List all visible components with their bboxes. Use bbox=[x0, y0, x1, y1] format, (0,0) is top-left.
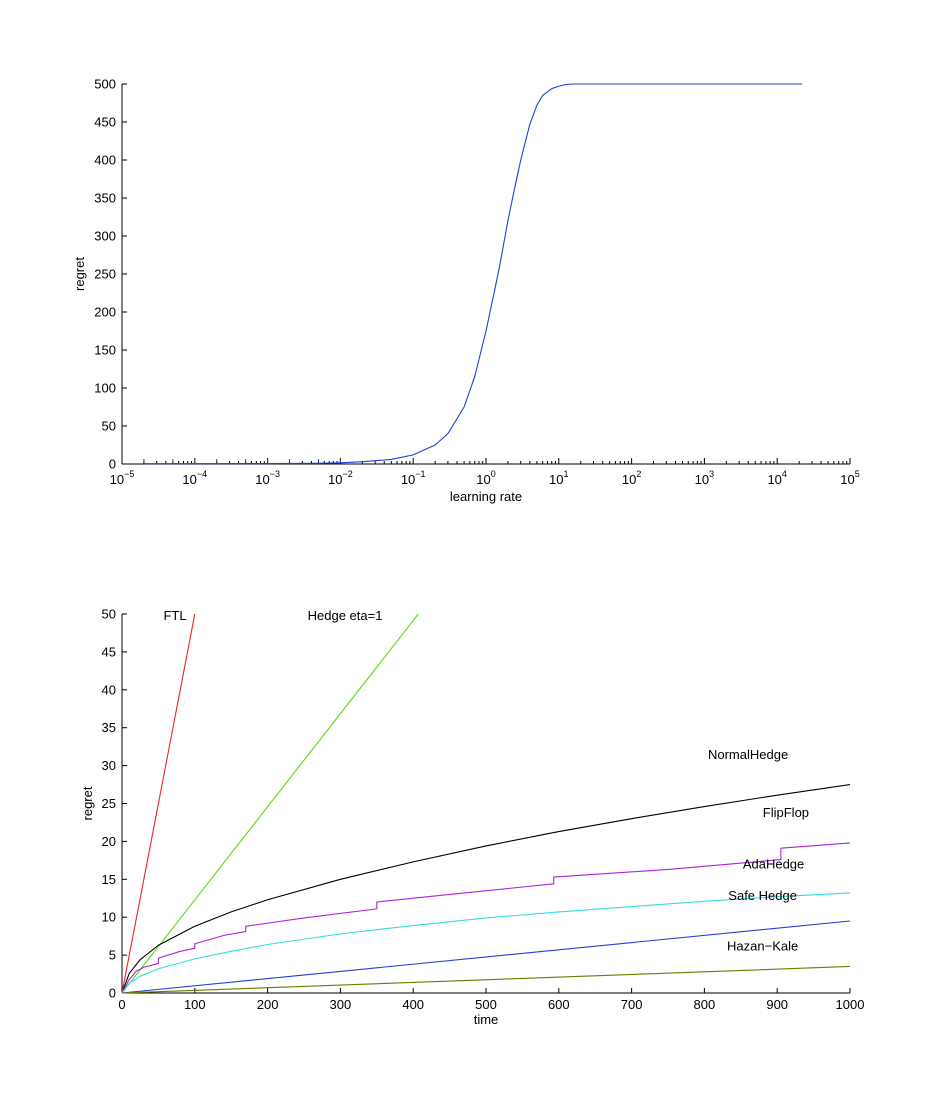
series-line-flipflop bbox=[121, 842, 851, 994]
y-tick-label: 50 bbox=[102, 419, 116, 434]
series-label-normalhedge: NormalHedge bbox=[708, 747, 788, 762]
x-tick-label: 101 bbox=[549, 469, 568, 487]
x-tick-base: 10 bbox=[401, 472, 415, 487]
series-line-hedge-eta-1 bbox=[121, 613, 419, 994]
y-tick-label: 150 bbox=[94, 343, 116, 358]
x-tick-label: 100 bbox=[184, 997, 206, 1012]
x-tick-label: 700 bbox=[621, 997, 643, 1012]
series-label-hazan-kale: Hazan−Kale bbox=[727, 939, 798, 954]
y-tick-label: 400 bbox=[94, 153, 116, 168]
x-axis-label: learning rate bbox=[450, 489, 522, 504]
series-label-safe-hedge: Safe Hedge bbox=[728, 888, 797, 903]
y-tick-label: 450 bbox=[94, 115, 116, 130]
x-tick-exponent: 0 bbox=[491, 469, 496, 479]
y-tick-label: 300 bbox=[94, 229, 116, 244]
x-tick-base: 10 bbox=[549, 472, 563, 487]
x-tick-base: 10 bbox=[110, 472, 124, 487]
x-tick-label: 300 bbox=[330, 997, 352, 1012]
x-tick-base: 10 bbox=[328, 472, 342, 487]
y-tick-label: 20 bbox=[102, 834, 116, 849]
x-tick-label: 10−3 bbox=[255, 469, 280, 487]
y-tick-label: 0 bbox=[109, 986, 116, 1001]
x-tick-label: 1000 bbox=[836, 997, 865, 1012]
x-tick-label: 10−2 bbox=[328, 469, 353, 487]
y-tick-label: 30 bbox=[102, 758, 116, 773]
plot-area bbox=[122, 84, 850, 464]
series-label-hedge-eta-1: Hedge eta=1 bbox=[308, 608, 383, 623]
x-tick-label: 102 bbox=[622, 469, 641, 487]
y-axis-label: regret bbox=[80, 786, 95, 820]
x-tick-label: 10−4 bbox=[182, 469, 207, 487]
series-line-normalhedge bbox=[121, 784, 851, 994]
y-tick-label: 5 bbox=[109, 948, 116, 963]
y-tick-label: 0 bbox=[109, 457, 116, 472]
x-tick-label: 800 bbox=[694, 997, 716, 1012]
x-tick-label: 100 bbox=[476, 469, 495, 487]
x-axis-label: time bbox=[474, 1012, 499, 1027]
x-tick-base: 10 bbox=[767, 472, 781, 487]
y-tick-label: 15 bbox=[102, 872, 116, 887]
series-label-ftl: FTL bbox=[163, 608, 186, 623]
series-line-hazan-kale bbox=[121, 965, 851, 994]
x-tick-base: 10 bbox=[840, 472, 854, 487]
x-tick-exponent: −3 bbox=[270, 469, 280, 479]
x-tick-base: 10 bbox=[182, 472, 196, 487]
x-tick-base: 10 bbox=[695, 472, 709, 487]
y-tick-label: 45 bbox=[102, 644, 116, 659]
series-label-adahedge: AdaHedge bbox=[743, 857, 804, 872]
x-tick-exponent: 2 bbox=[636, 469, 641, 479]
x-tick-exponent: 3 bbox=[709, 469, 714, 479]
y-tick-label: 40 bbox=[102, 682, 116, 697]
x-tick-label: 10−5 bbox=[110, 469, 135, 487]
x-tick-label: 0 bbox=[118, 997, 125, 1012]
x-tick-exponent: 5 bbox=[855, 469, 860, 479]
y-tick-label: 35 bbox=[102, 720, 116, 735]
x-tick-exponent: −4 bbox=[197, 469, 207, 479]
x-tick-label: 103 bbox=[695, 469, 714, 487]
x-tick-exponent: −5 bbox=[124, 469, 134, 479]
series-line-0 bbox=[143, 83, 803, 465]
y-axis-label: regret bbox=[72, 257, 87, 291]
series-line-adahedge bbox=[121, 892, 851, 994]
y-tick-label: 500 bbox=[94, 77, 116, 92]
y-tick-label: 200 bbox=[94, 305, 116, 320]
x-tick-exponent: −2 bbox=[343, 469, 353, 479]
y-tick-label: 25 bbox=[102, 796, 116, 811]
x-tick-base: 10 bbox=[476, 472, 490, 487]
x-tick-exponent: 1 bbox=[564, 469, 569, 479]
x-tick-label: 10−1 bbox=[401, 469, 426, 487]
y-tick-label: 10 bbox=[102, 910, 116, 925]
x-tick-exponent: −1 bbox=[415, 469, 425, 479]
series-line-ftl bbox=[121, 613, 196, 994]
y-tick-label: 350 bbox=[94, 191, 116, 206]
y-tick-label: 100 bbox=[94, 381, 116, 396]
x-tick-label: 400 bbox=[402, 997, 424, 1012]
x-tick-base: 10 bbox=[255, 472, 269, 487]
series-label-flipflop: FlipFlop bbox=[763, 805, 809, 820]
x-tick-label: 200 bbox=[257, 997, 279, 1012]
x-tick-base: 10 bbox=[622, 472, 636, 487]
x-tick-label: 105 bbox=[840, 469, 859, 487]
x-tick-label: 600 bbox=[548, 997, 570, 1012]
series-line-safe-hedge bbox=[121, 920, 851, 994]
x-tick-label: 104 bbox=[767, 469, 786, 487]
y-tick-label: 250 bbox=[94, 267, 116, 282]
x-tick-exponent: 4 bbox=[782, 469, 787, 479]
y-tick-label: 50 bbox=[102, 607, 116, 622]
x-tick-label: 500 bbox=[475, 997, 497, 1012]
x-tick-label: 900 bbox=[766, 997, 788, 1012]
